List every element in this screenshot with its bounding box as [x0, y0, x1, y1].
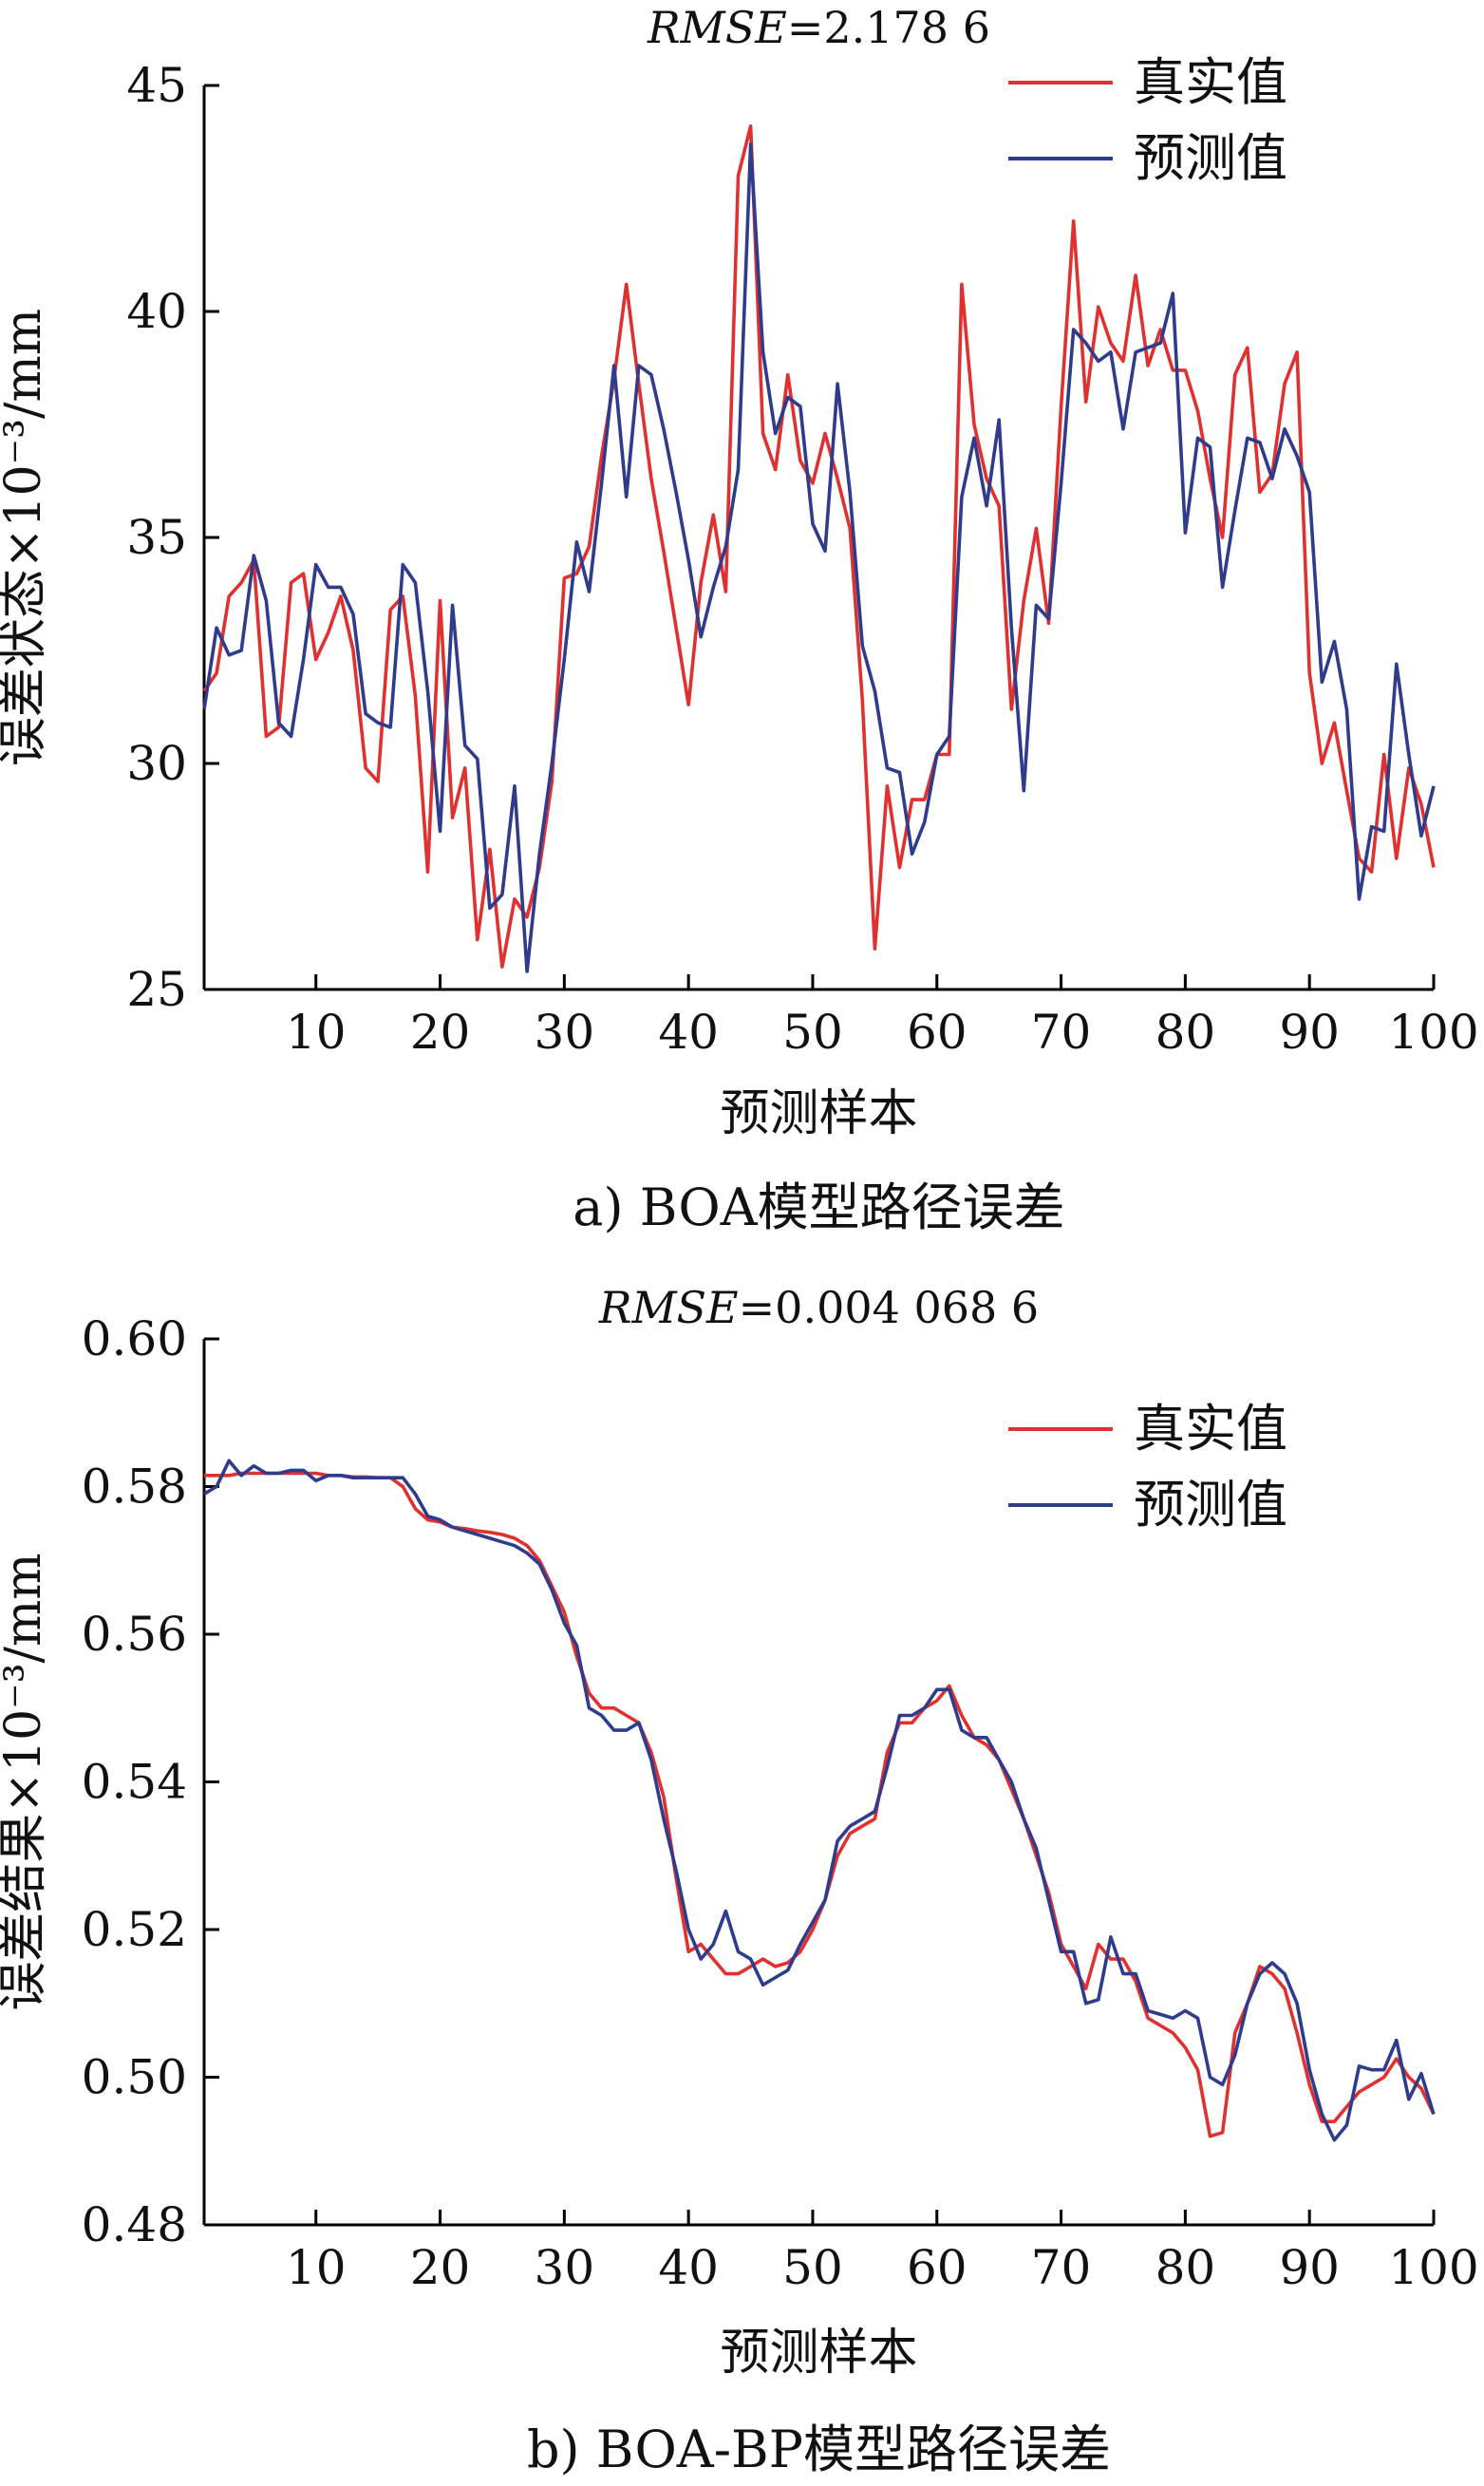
- chart-b-x-tick-label: 60: [907, 2240, 967, 2295]
- chart-b-x-tick-label: 10: [286, 2240, 347, 2295]
- chart-a-legend-label-predicted: 预测值: [1134, 128, 1287, 188]
- chart-a-caption: a) BOA模型路径误差: [573, 1177, 1064, 1237]
- chart-a-x-tick-label: 50: [782, 1005, 843, 1060]
- chart-a-x-tick-label: 40: [658, 1005, 719, 1060]
- chart-a-x-tick-label: 100: [1388, 1005, 1478, 1060]
- chart-b-x-tick-label: 20: [410, 2240, 471, 2295]
- chart-b-y-tick-label: 0.58: [82, 1460, 187, 1515]
- chart-b-y-tick-label: 0.56: [82, 1607, 187, 1662]
- chart-b-x-tick-label: 80: [1155, 2240, 1216, 2295]
- chart-b: RMSE=0.004 068 6 误差结果×10⁻³/mm 预测样本 b) BO…: [0, 1282, 1479, 2479]
- chart-b-legend-label-actual: 真实值: [1134, 1399, 1287, 1459]
- chart-b-caption: b) BOA-BP模型路径误差: [527, 2420, 1111, 2479]
- chart-b-x-tick-label: 40: [658, 2240, 719, 2295]
- chart-a-rmse-label: RMSE: [647, 2, 787, 53]
- chart-b-rmse: RMSE=0.004 068 6: [598, 1282, 1039, 1333]
- chart-a-xlabel: 预测样本: [720, 1085, 917, 1142]
- chart-a-y-tick-label: 40: [126, 284, 187, 339]
- chart-b-rmse-value: =0.004 068 6: [739, 1282, 1040, 1333]
- chart-a-x-tick-label: 90: [1279, 1005, 1340, 1060]
- chart-a-rmse: RMSE=2.178 6: [647, 2, 990, 53]
- chart-b-rmse-label: RMSE: [598, 1282, 739, 1333]
- chart-b-x-tick-label: 30: [535, 2240, 595, 2295]
- chart-a-x-tick-label: 20: [410, 1005, 471, 1060]
- chart-a-y-tick-label: 30: [126, 736, 187, 791]
- chart-a-legend-label-actual: 真实值: [1134, 52, 1287, 112]
- chart-b-xlabel: 预测样本: [720, 2325, 917, 2382]
- chart-b-y-tick-label: 0.54: [82, 1755, 187, 1810]
- chart-b-ylabel: 误差结果×10⁻³/mm: [0, 1553, 52, 2010]
- chart-a-y-tick-label: 25: [126, 962, 187, 1017]
- chart-b-series-actual-line: [204, 1471, 1436, 2138]
- chart-b-legend-label-predicted: 预测值: [1134, 1475, 1287, 1535]
- chart-b-y-tick-label: 0.60: [82, 1311, 187, 1366]
- chart-b-x-tick-label: 50: [782, 2240, 843, 2295]
- chart-a-y-tick-label: 45: [126, 58, 187, 113]
- chart-a-y-tick-label: 35: [126, 510, 187, 565]
- chart-a-x-tick-label: 10: [286, 1005, 347, 1060]
- chart-a-x-tick-label: 80: [1155, 1005, 1216, 1060]
- chart-a-rmse-value: =2.178 6: [787, 2, 990, 53]
- chart-b-series-predicted-line: [203, 1459, 1436, 2142]
- chart-b-y-tick-label: 0.48: [82, 2197, 187, 2252]
- chart-b-y-tick-label: 0.50: [82, 2050, 187, 2105]
- chart-a: RMSE=2.178 6 误差状态×10⁻³/mm 预测样本 a) BOA模型路…: [0, 2, 1479, 1237]
- chart-a-series-actual-line: [202, 124, 1436, 970]
- chart-a-x-tick-label: 70: [1031, 1005, 1092, 1060]
- chart-a-x-tick-label: 30: [535, 1005, 595, 1060]
- chart-b-x-tick-label: 90: [1279, 2240, 1340, 2295]
- chart-a-series-predicted-line: [202, 142, 1436, 973]
- chart-a-x-tick-label: 60: [907, 1005, 967, 1060]
- chart-b-x-tick-label: 100: [1388, 2240, 1478, 2295]
- chart-b-y-tick-label: 0.52: [82, 1902, 187, 1957]
- chart-a-ylabel: 误差状态×10⁻³/mm: [0, 309, 52, 766]
- chart-b-x-tick-label: 70: [1031, 2240, 1092, 2295]
